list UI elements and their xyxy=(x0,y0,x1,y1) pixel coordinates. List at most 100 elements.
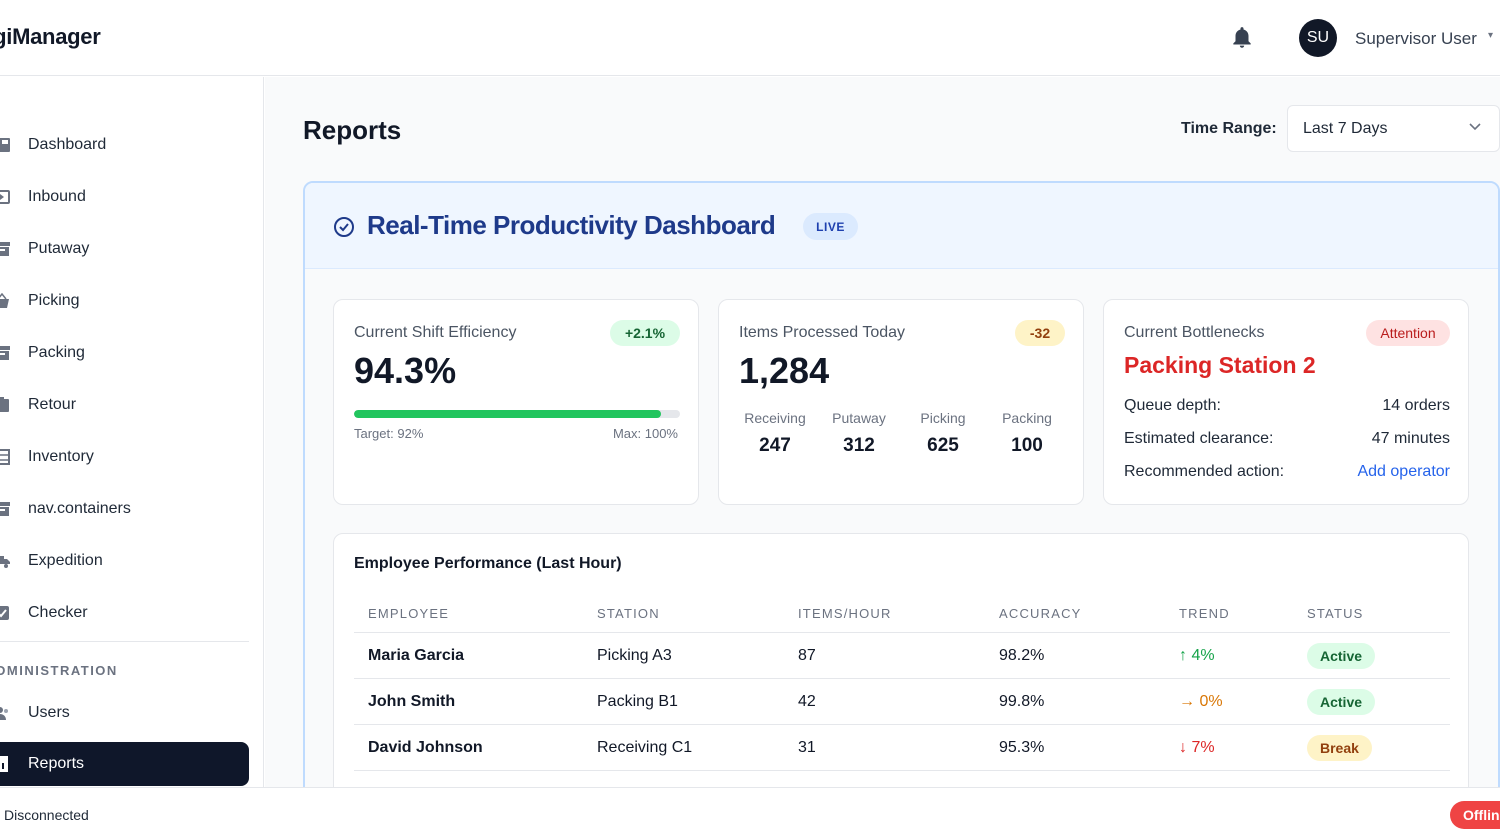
app-title: ogiManager xyxy=(0,24,101,49)
efficiency-max: Max: 100% xyxy=(612,426,678,441)
sidebar-item-label: Inventory xyxy=(28,448,94,465)
stage-value: 312 xyxy=(843,435,875,456)
efficiency-change-badge: +2.1% xyxy=(610,320,680,346)
page-title: Reports xyxy=(303,115,402,145)
sidebar-item-expedition[interactable]: Expedition xyxy=(0,539,249,583)
sidebar-item-label: Users xyxy=(28,704,70,721)
top-header: ogiManager SU Supervisor User ▾ xyxy=(0,0,1500,76)
items-processed-card: Items Processed Today -32 1,284 Receivin… xyxy=(718,299,1084,505)
station-cell: Packing B1 xyxy=(597,693,678,710)
stage-label: Picking xyxy=(920,410,966,426)
bottleneck-card: Current Bottlenecks Attention Packing St… xyxy=(1103,299,1469,505)
time-range-value: Last 7 Days xyxy=(1303,120,1388,137)
return-box-icon xyxy=(0,397,9,412)
box-icon xyxy=(0,346,10,360)
stage-label: Receiving xyxy=(744,410,806,426)
sidebar-item-checker[interactable]: Checker xyxy=(0,591,249,635)
items-value: 1,284 xyxy=(739,350,830,391)
performance-title: Employee Performance (Last Hour) xyxy=(354,555,622,572)
user-menu-name[interactable]: Supervisor User xyxy=(1355,29,1477,48)
add-operator-link[interactable]: Add operator xyxy=(1357,463,1450,480)
items-per-hour-cell: 42 xyxy=(798,693,816,710)
row-value: 14 orders xyxy=(1382,397,1450,414)
time-range-select[interactable]: Last 7 Days xyxy=(1287,105,1500,152)
offline-badge: Offline xyxy=(1450,801,1500,829)
employee-performance-panel: Employee Performance (Last Hour) EMPLOYE… xyxy=(333,533,1469,799)
employee-name: David Johnson xyxy=(368,739,483,756)
sidebar: Dashboard Inbound Putaway Picking Packin… xyxy=(0,77,264,787)
accuracy-cell: 98.2% xyxy=(999,647,1045,664)
sidebar-item-label: Checker xyxy=(28,604,88,621)
sidebar-item-reports[interactable]: Reports xyxy=(0,742,249,786)
bell-icon[interactable] xyxy=(1229,25,1255,51)
table-row[interactable]: Maria Garcia Picking A3 87 98.2% ↑ 4% Ac… xyxy=(354,633,1450,679)
warehouse-icon xyxy=(0,449,10,465)
sidebar-item-users[interactable]: Users xyxy=(0,691,249,735)
efficiency-progress-fill xyxy=(354,410,662,418)
queue-depth-row: Queue depth: 14 orders xyxy=(1124,397,1450,419)
stage-label: Putaway xyxy=(832,410,886,426)
sidebar-item-inventory[interactable]: Inventory xyxy=(0,435,249,479)
main-content: Reports Time Range: Last 7 Days Real-Tim… xyxy=(265,77,1500,801)
efficiency-label: Current Shift Efficiency xyxy=(354,324,517,341)
time-range-label: Time Range: xyxy=(1181,120,1277,137)
sidebar-section-title: DMINISTRATION xyxy=(0,663,118,678)
avatar[interactable]: SU xyxy=(1299,19,1337,57)
dashboard-header: Real-Time Productivity Dashboard LIVE xyxy=(305,183,1498,269)
sidebar-item-label: Dashboard xyxy=(28,136,107,153)
live-badge: LIVE xyxy=(803,213,858,240)
column-header: STATION xyxy=(597,606,660,621)
sidebar-item-label: nav.containers xyxy=(28,500,131,517)
chevron-down-icon xyxy=(1469,123,1481,131)
sidebar-item-inbound[interactable]: Inbound xyxy=(0,175,249,219)
dashboard-title: Real-Time Productivity Dashboard xyxy=(367,210,776,240)
productivity-dashboard: Real-Time Productivity Dashboard LIVE Cu… xyxy=(303,181,1500,801)
column-header: TREND xyxy=(1179,606,1230,621)
column-header: ACCURACY xyxy=(999,606,1082,621)
container-icon xyxy=(0,502,10,516)
chevron-down-icon[interactable]: ▾ xyxy=(1488,30,1494,41)
sidebar-item-label: Inbound xyxy=(28,188,86,205)
items-change-badge: -32 xyxy=(1015,320,1065,346)
employee-name: Maria Garcia xyxy=(368,647,465,664)
accuracy-cell: 99.8% xyxy=(999,693,1045,710)
efficiency-card: Current Shift Efficiency +2.1% 94.3% Tar… xyxy=(333,299,699,505)
efficiency-progress xyxy=(354,410,680,418)
sidebar-item-putaway[interactable]: Putaway xyxy=(0,227,249,271)
sidebar-item-picking[interactable]: Picking xyxy=(0,279,249,323)
station-cell: Picking A3 xyxy=(597,647,672,664)
sidebar-divider xyxy=(0,641,249,642)
sidebar-item-containers[interactable]: nav.containers xyxy=(0,487,249,531)
stage-value: 247 xyxy=(759,435,791,456)
sidebar-item-packing[interactable]: Packing xyxy=(0,331,249,375)
table-row[interactable]: John Smith Packing B1 42 99.8% → 0% Acti… xyxy=(354,679,1450,725)
trend-cell: → 0% xyxy=(1179,693,1223,710)
sidebar-item-label: Retour xyxy=(28,396,77,413)
status-badge: Active xyxy=(1307,643,1376,669)
dashboard-icon xyxy=(0,138,10,152)
stage-picking: Picking 625 xyxy=(907,410,979,457)
table-header-divider xyxy=(354,632,1450,633)
recommended-action-row: Recommended action: Add operator xyxy=(1124,463,1450,485)
check-circle-icon xyxy=(334,217,354,237)
archive-icon xyxy=(0,242,10,256)
clearance-row: Estimated clearance: 47 minutes xyxy=(1124,430,1450,452)
truck-icon xyxy=(0,556,10,568)
efficiency-target: Target: 92% xyxy=(354,426,424,441)
sidebar-item-label: Picking xyxy=(28,292,80,309)
sidebar-item-dashboard[interactable]: Dashboard xyxy=(0,123,249,167)
trend-cell: ↑ 4% xyxy=(1179,647,1215,664)
stage-value: 100 xyxy=(1011,435,1043,456)
users-icon xyxy=(0,707,8,720)
column-header: STATUS xyxy=(1307,606,1364,621)
sidebar-item-label: Expedition xyxy=(28,552,103,569)
inbound-icon xyxy=(0,190,10,204)
sidebar-item-retour[interactable]: Retour xyxy=(0,383,249,427)
checkbox-icon xyxy=(0,606,9,620)
status-badge: Break xyxy=(1307,735,1372,761)
table-row[interactable]: David Johnson Receiving C1 31 95.3% ↓ 7%… xyxy=(354,725,1450,771)
accuracy-cell: 95.3% xyxy=(999,739,1045,756)
status-bar: Disconnected Offline xyxy=(0,787,1500,840)
stage-receiving: Receiving 247 xyxy=(739,410,811,457)
row-value: 47 minutes xyxy=(1371,430,1450,447)
